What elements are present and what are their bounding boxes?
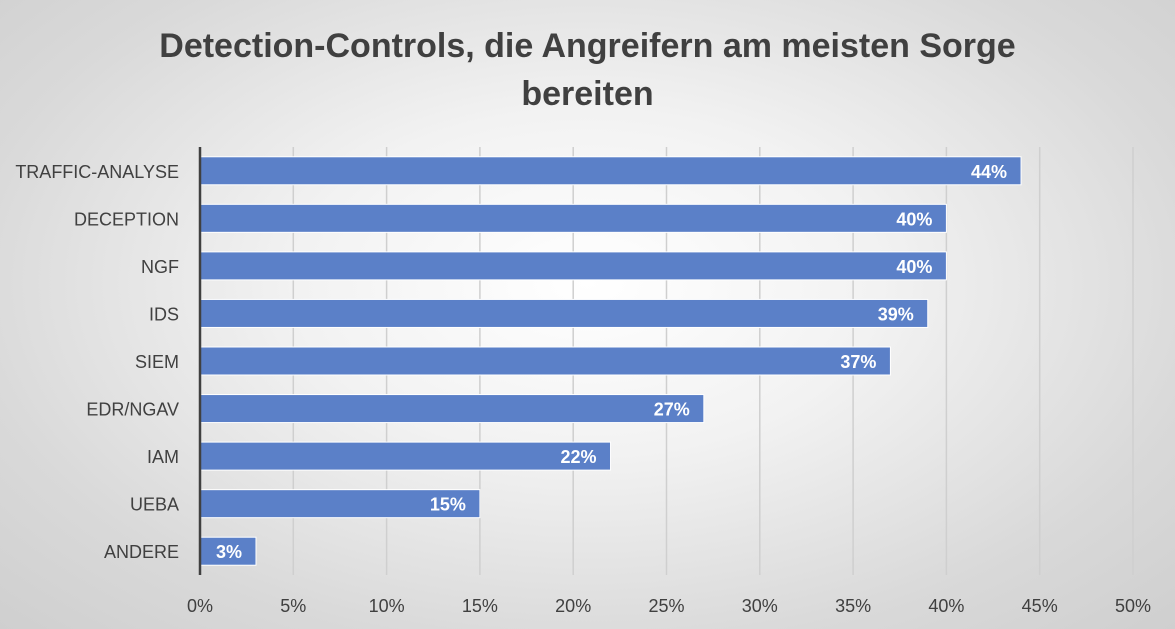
data-label: 44% (971, 162, 1007, 182)
chart-title-line-2: bereiten (521, 75, 654, 113)
x-tick-label: 10% (369, 596, 405, 616)
data-label: 22% (560, 447, 596, 467)
x-tick-label: 35% (835, 596, 871, 616)
chart-title: Detection-Controls, die Angreifern am me… (0, 22, 1175, 118)
bar (199, 298, 929, 328)
data-label: 39% (878, 304, 914, 324)
category-label: IDS (149, 304, 179, 324)
bar (199, 251, 947, 281)
x-tick-label: 45% (1022, 596, 1058, 616)
bar (199, 394, 705, 424)
data-label: 40% (896, 209, 932, 229)
data-label: 3% (216, 542, 242, 562)
bar (199, 156, 1022, 186)
category-label: UEBA (130, 495, 179, 515)
data-label: 40% (896, 257, 932, 277)
category-label: SIEM (135, 352, 179, 372)
data-label: 27% (654, 400, 690, 420)
data-label: 15% (430, 495, 466, 515)
category-label: EDR/NGAV (86, 400, 179, 420)
bar (199, 441, 612, 471)
x-tick-label: 40% (928, 596, 964, 616)
category-label: ANDERE (104, 542, 179, 562)
chart-title-line-1: Detection-Controls, die Angreifern am me… (159, 27, 1016, 65)
x-tick-label: 5% (280, 596, 306, 616)
bar (199, 346, 891, 376)
category-label: NGF (141, 257, 179, 277)
x-tick-label: 30% (742, 596, 778, 616)
x-tick-label: 25% (648, 596, 684, 616)
x-tick-label: 20% (555, 596, 591, 616)
data-label: 37% (840, 352, 876, 372)
bar (199, 203, 947, 233)
category-label: IAM (147, 447, 179, 467)
category-label: DECEPTION (74, 209, 179, 229)
bar (199, 489, 481, 519)
x-tick-label: 15% (462, 596, 498, 616)
x-tick-label: 50% (1115, 596, 1151, 616)
bar (199, 536, 257, 566)
x-tick-label: 0% (187, 596, 213, 616)
category-label: TRAFFIC-ANALYSE (15, 162, 179, 182)
